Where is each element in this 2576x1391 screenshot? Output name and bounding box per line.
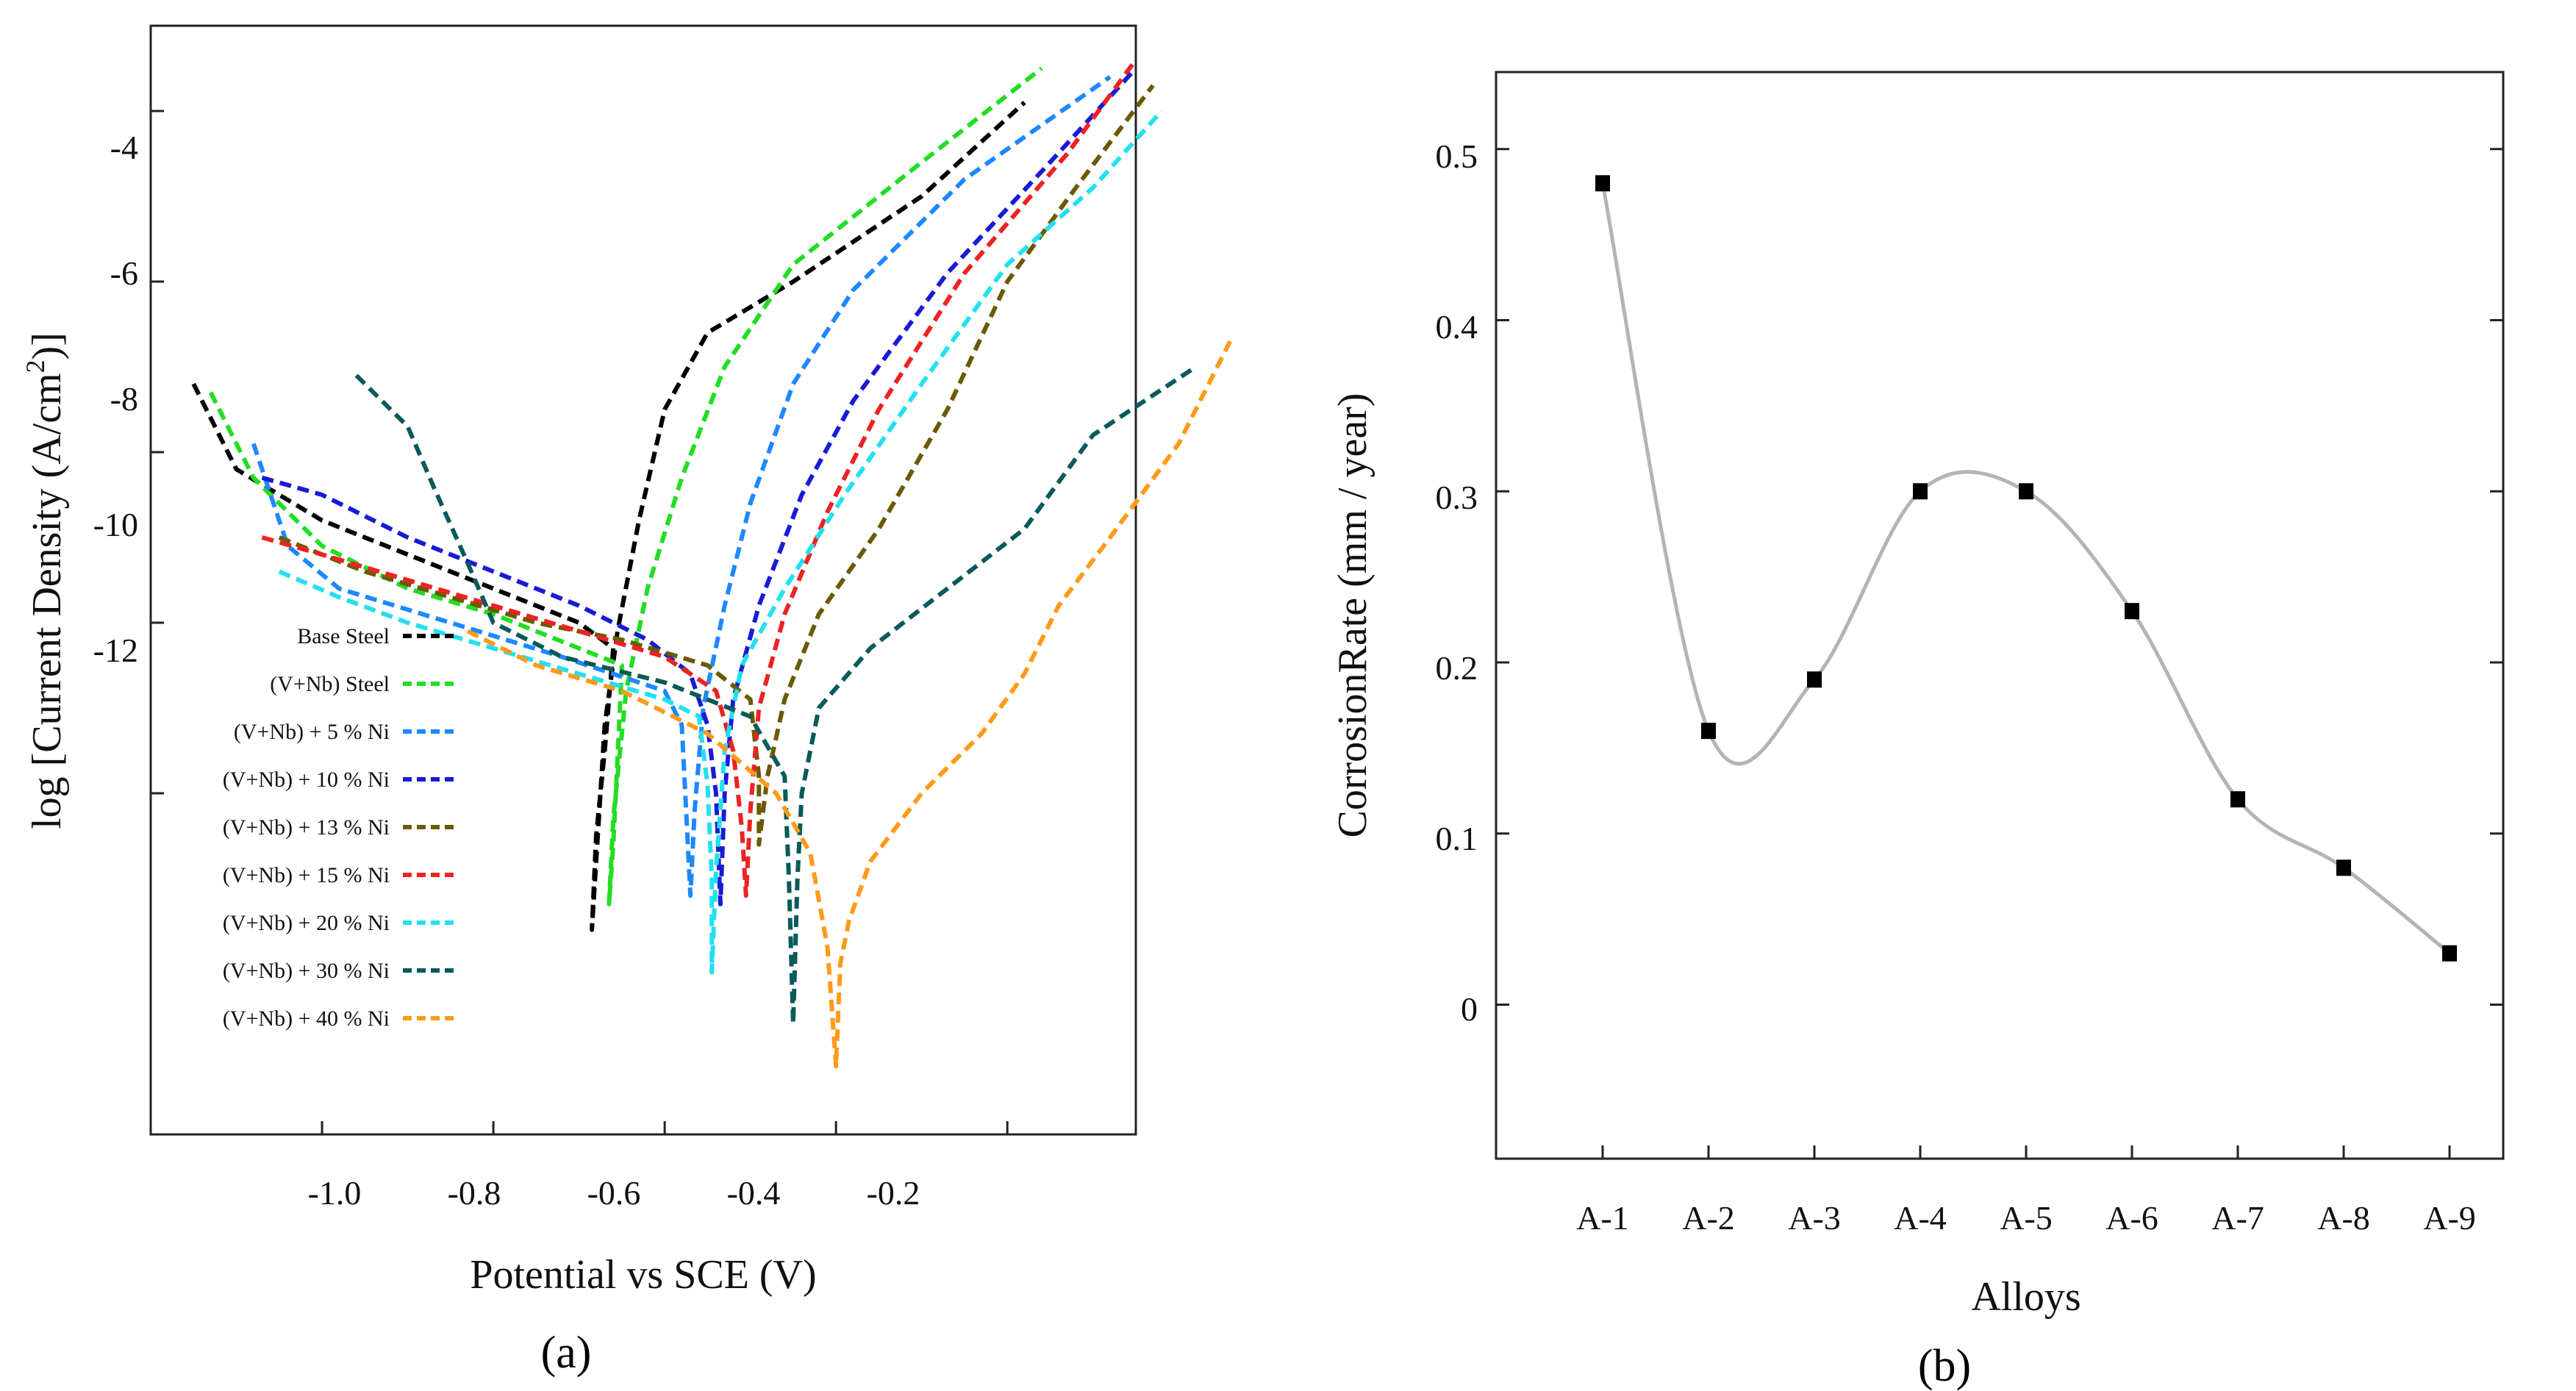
a-xtick-label: -1.0 [308, 1174, 362, 1212]
data-point-marker [2336, 859, 2351, 876]
a-x-axis-label: Potential vs SCE (V) [470, 1252, 816, 1298]
series-line [354, 365, 1198, 1026]
series-line [251, 75, 1112, 898]
b-xtick-label: A-4 [1894, 1199, 1947, 1237]
b-y-axis-label: CorrosionRate (mm / year) [1330, 393, 1375, 838]
corrosion-rate-curve [1600, 182, 2451, 955]
data-point-marker [2230, 791, 2245, 808]
data-point-marker [1913, 483, 1928, 500]
b-xtick-label: A-6 [2105, 1199, 2158, 1237]
a-y-axis-label: log [Current Density (A/cm2)] [21, 332, 70, 829]
data-point-marker [2442, 945, 2457, 962]
b-x-axis-label: Alloys [1971, 1274, 2081, 1320]
corrosion-rate-markers [1595, 175, 2457, 962]
b-ytick-label: 0.5 [1436, 137, 1478, 175]
legend-label: (V+Nb) + 13 % Ni [223, 815, 390, 840]
a-xtick-label: -0.8 [448, 1174, 501, 1212]
b-ytick-label: 0 [1461, 990, 1478, 1028]
legend: Base Steel (V+Nb) Steel (V+Nb) + 5 % Ni … [223, 624, 456, 1031]
legend-label: (V+Nb) + 20 % Ni [223, 911, 390, 935]
b-xtick-label: A-9 [2423, 1199, 2476, 1237]
data-point-marker [2125, 603, 2139, 620]
b-xtick-label: A-7 [2211, 1199, 2264, 1237]
a-xtick-label: -0.2 [867, 1174, 920, 1212]
data-point-marker [1595, 175, 1610, 192]
data-point-marker [1807, 671, 1822, 688]
a-xtick-label: -0.4 [727, 1174, 781, 1212]
data-point-marker [1701, 723, 1716, 740]
plot-a-series [191, 58, 1232, 1069]
legend-label: (V+Nb) + 30 % Ni [223, 959, 390, 983]
corrosion-rate-chart: A-1 A-2 A-3 A-4 A-5 A-6 A-7 A-8 A-9 0 0.… [1330, 71, 2505, 1391]
legend-label: (V+Nb) + 15 % Ni [223, 863, 390, 887]
b-ytick-label: 0.1 [1436, 820, 1478, 857]
legend-label: (V+Nb) + 5 % Ni [234, 720, 390, 744]
a-ytick-label: -4 [110, 129, 138, 166]
series-line [278, 110, 1164, 975]
a-ytick-label: -6 [110, 254, 138, 292]
b-xtick-label: A-2 [1682, 1199, 1735, 1237]
a-ytick-label: -12 [93, 632, 138, 669]
plot-a-frame [149, 24, 1137, 1136]
plot-b-ticks [1496, 148, 2503, 1159]
legend-label: Base Steel [297, 624, 390, 648]
a-ytick-label: -8 [110, 380, 138, 418]
data-point-marker [2019, 483, 2033, 500]
legend-label: (V+Nb) Steel [270, 672, 390, 696]
panel-b-label: (b) [1918, 1341, 1971, 1391]
polarization-chart: -1.0 -0.8 -0.6 -0.4 -0.2 -4 -6 -8 -10 -1… [21, 24, 1232, 1378]
legend-label: (V+Nb) + 10 % Ni [223, 768, 390, 792]
b-ytick-label: 0.3 [1436, 479, 1478, 516]
series-line [466, 340, 1232, 1069]
plot-b-frame [1495, 71, 2505, 1160]
b-xtick-label: A-8 [2317, 1199, 2370, 1237]
a-ytick-label: -10 [93, 506, 138, 543]
series-line [261, 66, 1138, 907]
b-xtick-label: A-5 [2000, 1199, 2053, 1237]
b-ytick-label: 0.4 [1436, 308, 1478, 346]
a-xtick-label: -0.6 [587, 1174, 641, 1212]
legend-label: (V+Nb) + 40 % Ni [223, 1006, 390, 1031]
series-line [278, 84, 1155, 847]
series-line [208, 66, 1043, 907]
b-ytick-label: 0.2 [1436, 649, 1478, 687]
b-xtick-label: A-3 [1788, 1199, 1841, 1237]
panel-a-label: (a) [541, 1328, 592, 1378]
series-line [191, 101, 1026, 932]
series-line [261, 58, 1138, 898]
plot-a-ticks [151, 110, 1009, 1134]
b-xtick-label: A-1 [1576, 1199, 1629, 1237]
